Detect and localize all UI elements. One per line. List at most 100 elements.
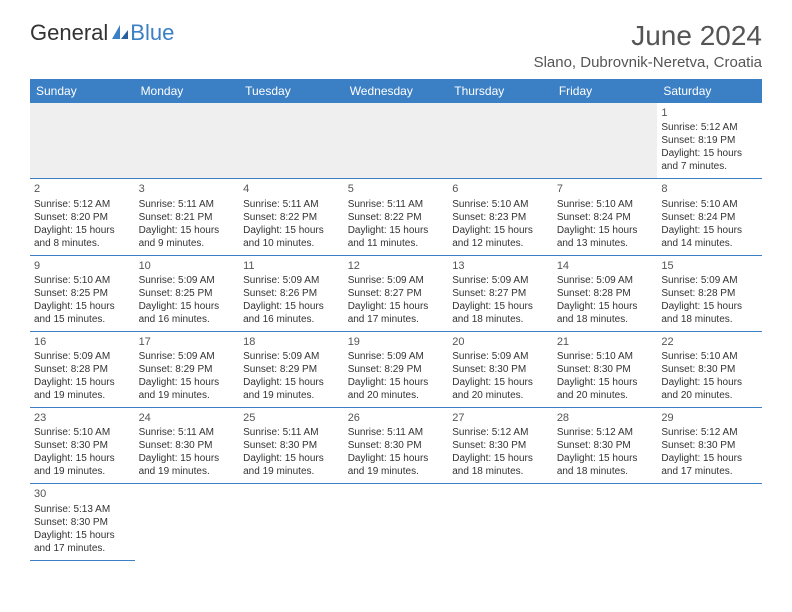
- day-cell: 19Sunrise: 5:09 AMSunset: 8:29 PMDayligh…: [344, 331, 449, 407]
- day-cell: 8Sunrise: 5:10 AMSunset: 8:24 PMDaylight…: [657, 179, 762, 255]
- sunset-line: Sunset: 8:27 PM: [452, 287, 549, 300]
- title-block: June 2024 Slano, Dubrovnik-Neretva, Croa…: [534, 20, 762, 71]
- day-number: 11: [243, 259, 340, 273]
- sunset-line: Sunset: 8:30 PM: [661, 363, 758, 376]
- sunrise-line: Sunrise: 5:09 AM: [557, 274, 654, 287]
- calendar-row: 2Sunrise: 5:12 AMSunset: 8:20 PMDaylight…: [30, 179, 762, 255]
- calendar-row: 30Sunrise: 5:13 AMSunset: 8:30 PMDayligh…: [30, 484, 762, 560]
- day-number: 24: [139, 411, 236, 425]
- day-number: 23: [34, 411, 131, 425]
- sunrise-line: Sunrise: 5:10 AM: [557, 198, 654, 211]
- daylight-line: Daylight: 15 hours and 18 minutes.: [661, 300, 758, 326]
- day-number: 4: [243, 182, 340, 196]
- day-cell: 22Sunrise: 5:10 AMSunset: 8:30 PMDayligh…: [657, 331, 762, 407]
- sunset-line: Sunset: 8:24 PM: [557, 211, 654, 224]
- day-number: 16: [34, 335, 131, 349]
- calendar-row: 23Sunrise: 5:10 AMSunset: 8:30 PMDayligh…: [30, 408, 762, 484]
- day-cell: 13Sunrise: 5:09 AMSunset: 8:27 PMDayligh…: [448, 255, 553, 331]
- calendar-row: 1Sunrise: 5:12 AMSunset: 8:19 PMDaylight…: [30, 103, 762, 179]
- daylight-line: Daylight: 15 hours and 19 minutes.: [34, 452, 131, 478]
- weekday-header: Thursday: [448, 79, 553, 103]
- day-cell: 1Sunrise: 5:12 AMSunset: 8:19 PMDaylight…: [657, 103, 762, 179]
- daylight-line: Daylight: 15 hours and 16 minutes.: [243, 300, 340, 326]
- day-number: 1: [661, 106, 758, 120]
- day-cell: 15Sunrise: 5:09 AMSunset: 8:28 PMDayligh…: [657, 255, 762, 331]
- sunrise-line: Sunrise: 5:13 AM: [34, 503, 131, 516]
- sunset-line: Sunset: 8:21 PM: [139, 211, 236, 224]
- sunrise-line: Sunrise: 5:09 AM: [661, 274, 758, 287]
- sunset-line: Sunset: 8:29 PM: [243, 363, 340, 376]
- sunset-line: Sunset: 8:29 PM: [139, 363, 236, 376]
- logo-text-general: General: [30, 20, 108, 46]
- daylight-line: Daylight: 15 hours and 12 minutes.: [452, 224, 549, 250]
- day-cell: 20Sunrise: 5:09 AMSunset: 8:30 PMDayligh…: [448, 331, 553, 407]
- sunset-line: Sunset: 8:26 PM: [243, 287, 340, 300]
- day-number: 15: [661, 259, 758, 273]
- sunrise-line: Sunrise: 5:11 AM: [348, 198, 445, 211]
- day-cell: 18Sunrise: 5:09 AMSunset: 8:29 PMDayligh…: [239, 331, 344, 407]
- sunset-line: Sunset: 8:30 PM: [557, 439, 654, 452]
- daylight-line: Daylight: 15 hours and 20 minutes.: [661, 376, 758, 402]
- day-cell: 11Sunrise: 5:09 AMSunset: 8:26 PMDayligh…: [239, 255, 344, 331]
- day-number: 19: [348, 335, 445, 349]
- day-number: 25: [243, 411, 340, 425]
- sunrise-line: Sunrise: 5:12 AM: [34, 198, 131, 211]
- day-number: 14: [557, 259, 654, 273]
- day-cell: 14Sunrise: 5:09 AMSunset: 8:28 PMDayligh…: [553, 255, 658, 331]
- day-number: 26: [348, 411, 445, 425]
- empty-cell: [135, 103, 240, 179]
- sunrise-line: Sunrise: 5:09 AM: [243, 350, 340, 363]
- day-cell: 23Sunrise: 5:10 AMSunset: 8:30 PMDayligh…: [30, 408, 135, 484]
- weekday-header: Sunday: [30, 79, 135, 103]
- logo-text-blue: Blue: [130, 20, 174, 46]
- sunrise-line: Sunrise: 5:10 AM: [452, 198, 549, 211]
- sunrise-line: Sunrise: 5:09 AM: [139, 274, 236, 287]
- sunset-line: Sunset: 8:30 PM: [452, 439, 549, 452]
- sunset-line: Sunset: 8:30 PM: [661, 439, 758, 452]
- day-cell: 6Sunrise: 5:10 AMSunset: 8:23 PMDaylight…: [448, 179, 553, 255]
- day-number: 7: [557, 182, 654, 196]
- daylight-line: Daylight: 15 hours and 19 minutes.: [243, 376, 340, 402]
- weekday-header: Friday: [553, 79, 658, 103]
- sunrise-line: Sunrise: 5:12 AM: [452, 426, 549, 439]
- sunset-line: Sunset: 8:28 PM: [557, 287, 654, 300]
- sunset-line: Sunset: 8:30 PM: [34, 439, 131, 452]
- day-cell: 4Sunrise: 5:11 AMSunset: 8:22 PMDaylight…: [239, 179, 344, 255]
- sunrise-line: Sunrise: 5:10 AM: [661, 350, 758, 363]
- sunrise-line: Sunrise: 5:12 AM: [557, 426, 654, 439]
- sunrise-line: Sunrise: 5:12 AM: [661, 426, 758, 439]
- day-number: 30: [34, 487, 131, 501]
- daylight-line: Daylight: 15 hours and 18 minutes.: [557, 300, 654, 326]
- sunrise-line: Sunrise: 5:09 AM: [452, 350, 549, 363]
- day-number: 8: [661, 182, 758, 196]
- sunset-line: Sunset: 8:30 PM: [348, 439, 445, 452]
- day-number: 29: [661, 411, 758, 425]
- sunset-line: Sunset: 8:27 PM: [348, 287, 445, 300]
- sunrise-line: Sunrise: 5:09 AM: [348, 350, 445, 363]
- day-number: 13: [452, 259, 549, 273]
- day-number: 20: [452, 335, 549, 349]
- day-cell: 25Sunrise: 5:11 AMSunset: 8:30 PMDayligh…: [239, 408, 344, 484]
- day-cell: 17Sunrise: 5:09 AMSunset: 8:29 PMDayligh…: [135, 331, 240, 407]
- sunset-line: Sunset: 8:30 PM: [557, 363, 654, 376]
- day-number: 5: [348, 182, 445, 196]
- daylight-line: Daylight: 15 hours and 17 minutes.: [661, 452, 758, 478]
- sunrise-line: Sunrise: 5:10 AM: [34, 426, 131, 439]
- weekday-header: Wednesday: [344, 79, 449, 103]
- sunset-line: Sunset: 8:28 PM: [661, 287, 758, 300]
- day-number: 12: [348, 259, 445, 273]
- daylight-line: Daylight: 15 hours and 9 minutes.: [139, 224, 236, 250]
- day-cell: 29Sunrise: 5:12 AMSunset: 8:30 PMDayligh…: [657, 408, 762, 484]
- weekday-header: Monday: [135, 79, 240, 103]
- daylight-line: Daylight: 15 hours and 19 minutes.: [139, 452, 236, 478]
- sunrise-line: Sunrise: 5:09 AM: [348, 274, 445, 287]
- daylight-line: Daylight: 15 hours and 18 minutes.: [452, 452, 549, 478]
- month-title: June 2024: [534, 20, 762, 52]
- daylight-line: Daylight: 15 hours and 7 minutes.: [661, 147, 758, 173]
- daylight-line: Daylight: 15 hours and 13 minutes.: [557, 224, 654, 250]
- day-cell: 12Sunrise: 5:09 AMSunset: 8:27 PMDayligh…: [344, 255, 449, 331]
- daylight-line: Daylight: 15 hours and 19 minutes.: [243, 452, 340, 478]
- sunrise-line: Sunrise: 5:11 AM: [243, 198, 340, 211]
- sunrise-line: Sunrise: 5:09 AM: [34, 350, 131, 363]
- sunset-line: Sunset: 8:24 PM: [661, 211, 758, 224]
